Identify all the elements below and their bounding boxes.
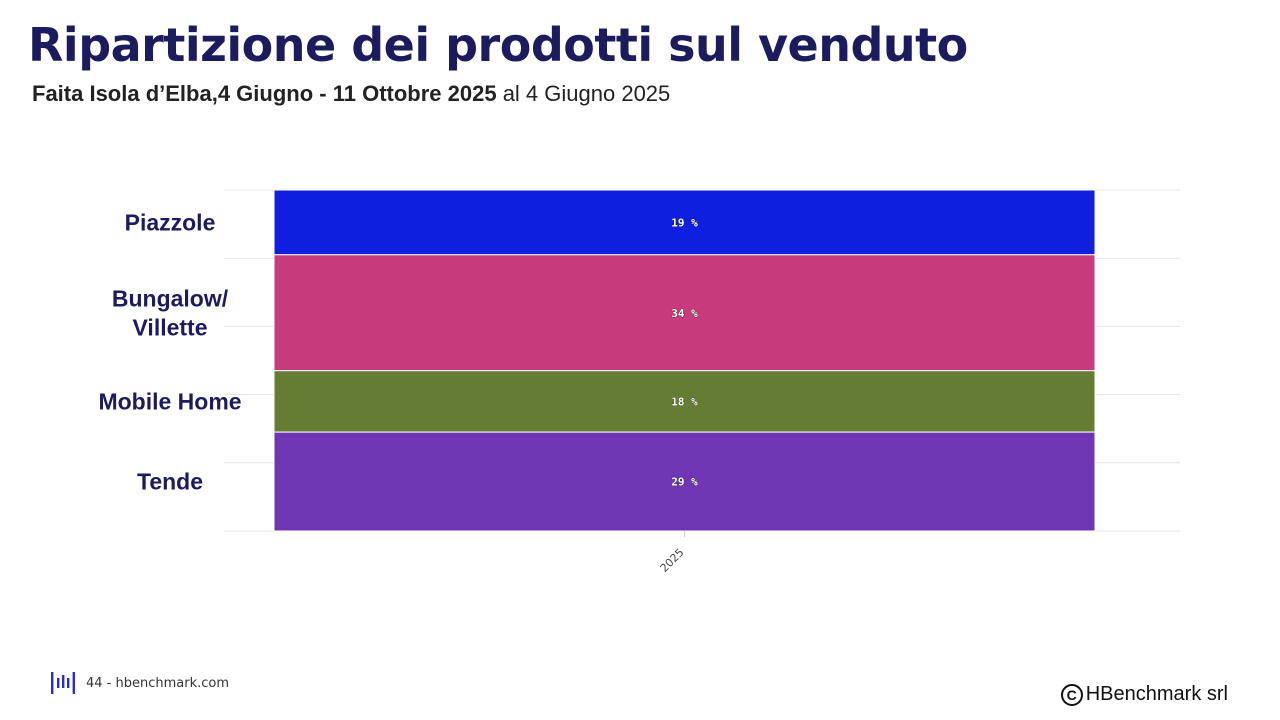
legend-label: Tende [137, 469, 203, 495]
copyright-text: HBenchmark srl [1085, 683, 1228, 705]
legend-label-line: Tende [137, 469, 203, 495]
legend-label: Mobile Home [98, 388, 241, 414]
data-label: 34 % [671, 307, 698, 320]
bar-segment [273, 431, 1096, 532]
data-label: 29 % [671, 476, 698, 489]
bar-segment [273, 254, 1096, 372]
legend-label-line: Bungalow/ [112, 285, 229, 311]
subtitle-bold: Faita Isola d’Elba,4 Giugno - 11 Ottobre… [32, 81, 497, 106]
legend-label-line: Villette [133, 314, 208, 340]
page-number-info: 44 - hbenchmark.com [86, 675, 230, 691]
x-tick-label: 2025 [658, 546, 687, 575]
data-label: 18 % [671, 395, 698, 408]
bar-segment [273, 189, 1096, 256]
bar-segment [273, 370, 1096, 433]
legend-label: Bungalow/Villette [112, 285, 229, 340]
legend-label-line: Piazzole [125, 209, 216, 235]
copyright-icon: C [1060, 683, 1083, 706]
subtitle-rest: al 4 Giugno 2025 [496, 81, 671, 106]
footer-left: 44 - hbenchmark.com [50, 670, 229, 696]
copyright: C HBenchmark srl [1060, 683, 1228, 706]
data-label: 19 % [671, 216, 698, 229]
legend-label-line: Mobile Home [98, 388, 241, 414]
page-title: Ripartizione dei prodotti sul venduto [28, 18, 968, 72]
page-subtitle: Faita Isola d’Elba,4 Giugno - 11 Ottobre… [32, 81, 670, 107]
legend-label: Piazzole [125, 209, 216, 235]
hbenchmark-logo-icon [51, 672, 75, 694]
